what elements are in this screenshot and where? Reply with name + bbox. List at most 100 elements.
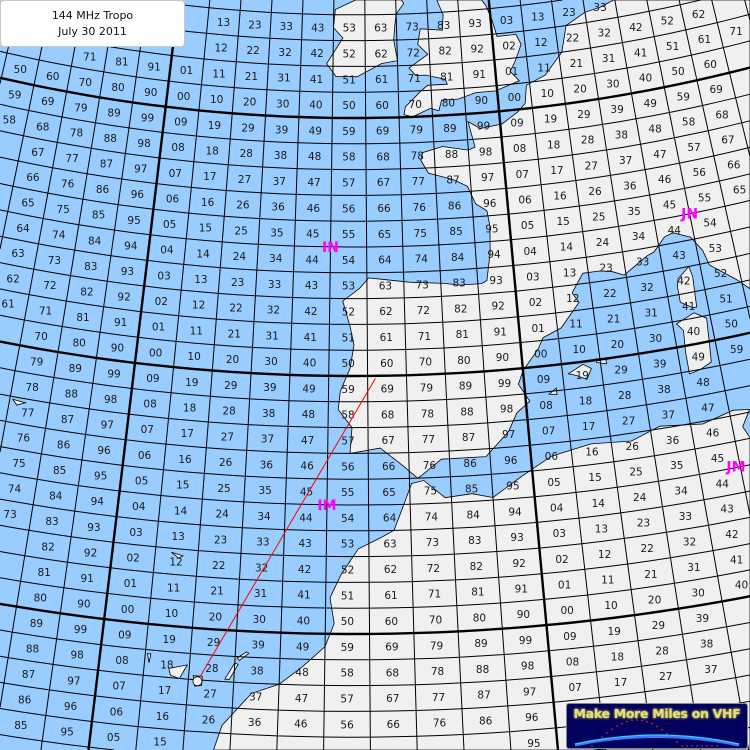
grid-square-label: 98 bbox=[500, 404, 513, 416]
grid-square-label: 97 bbox=[67, 675, 80, 687]
grid-square-label: 11 bbox=[167, 582, 180, 594]
grid-square-label: 94 bbox=[124, 240, 138, 252]
grid-square-label: 12 bbox=[192, 300, 205, 312]
square-parallel-line bbox=[0, 490, 750, 532]
grid-square-label: 00 bbox=[508, 92, 521, 104]
grid-square-label: 54 bbox=[703, 218, 717, 230]
grid-square-label: 71 bbox=[39, 306, 52, 318]
square-meridian-line bbox=[550, 0, 654, 750]
grid-square-label: 78 bbox=[70, 128, 83, 140]
grid-square-label: 57 bbox=[342, 178, 355, 190]
grid-square-label: 06 bbox=[138, 450, 152, 462]
grid-square-label: 36 bbox=[271, 202, 285, 214]
grid-square-label: 40 bbox=[309, 100, 322, 112]
grid-square-label: 85 bbox=[465, 484, 478, 496]
grid-square-label: 64 bbox=[383, 513, 397, 525]
grid-square-label: 13 bbox=[595, 523, 608, 535]
grid-square-label: 43 bbox=[672, 250, 685, 262]
grid-square-label: 30 bbox=[264, 356, 277, 368]
grid-square-label: 64 bbox=[378, 255, 392, 267]
square-meridian-line bbox=[426, 0, 465, 750]
land-layer bbox=[11, 0, 750, 750]
grid-square-label: 30 bbox=[253, 614, 266, 626]
grid-square-label: 18 bbox=[183, 403, 196, 415]
grid-square-label: 62 bbox=[379, 306, 392, 318]
field-label-jm: JM bbox=[725, 460, 745, 476]
grid-square-label: 33 bbox=[636, 257, 649, 269]
grid-square-label: 62 bbox=[6, 273, 19, 285]
grid-square-label: 86 bbox=[479, 715, 493, 727]
grid-square-label: 18 bbox=[611, 651, 624, 663]
grid-square-label: 47 bbox=[301, 435, 314, 447]
grid-square-label: 98 bbox=[521, 661, 534, 673]
grid-square-label: 86 bbox=[448, 200, 462, 212]
grid-square-label: 17 bbox=[203, 171, 216, 183]
grid-square-label: 02 bbox=[502, 41, 515, 53]
grid-square-label: 26 bbox=[236, 200, 250, 212]
grid-square-label: 12 bbox=[169, 557, 182, 569]
grid-square-label: 08 bbox=[566, 657, 579, 669]
grid-square-label: 06 bbox=[110, 706, 124, 718]
land-la-palma bbox=[147, 653, 152, 663]
grid-square-label: 99 bbox=[107, 368, 120, 380]
grid-square-label: 71 bbox=[418, 331, 431, 343]
grid-square-label: 87 bbox=[22, 669, 35, 681]
logo-dot bbox=[661, 728, 663, 731]
grid-square-label: 78 bbox=[421, 408, 434, 420]
grid-square-label: 47 bbox=[701, 402, 714, 414]
grid-square-label: 51 bbox=[341, 590, 354, 602]
grid-square-label: 38 bbox=[615, 129, 628, 141]
grid-square-label: 82 bbox=[80, 286, 93, 298]
grid-square-label: 97 bbox=[134, 164, 147, 176]
grid-square-label: 30 bbox=[606, 79, 619, 91]
grid-square-label: 36 bbox=[623, 180, 637, 192]
grid-square-label: 96 bbox=[131, 189, 145, 201]
square-meridian-line bbox=[0, 0, 116, 708]
grid-square-label: 63 bbox=[383, 538, 396, 550]
grid-square-label: 47 bbox=[307, 177, 320, 189]
field-label-im: IM bbox=[317, 498, 336, 514]
square-meridian-line bbox=[519, 0, 606, 750]
grid-square-label: 09 bbox=[174, 117, 187, 129]
grid-square-label: 20 bbox=[209, 612, 222, 624]
grid-square-label: 61 bbox=[1, 299, 14, 311]
field-label-jn: JN bbox=[680, 207, 698, 223]
grid-square-label: 28 bbox=[655, 645, 668, 657]
land-mallorca bbox=[567, 363, 592, 380]
grid-square-label: 40 bbox=[735, 580, 748, 592]
grid-square-label: 70 bbox=[79, 77, 92, 89]
grid-square-label: 26 bbox=[202, 715, 216, 727]
square-meridian-line bbox=[229, 0, 273, 750]
grid-square-label: 47 bbox=[653, 149, 666, 161]
grid-square-label: 58 bbox=[3, 115, 16, 127]
grid-square-label: 77 bbox=[422, 434, 435, 446]
grid-square-label: 42 bbox=[629, 22, 642, 34]
logo-dot bbox=[701, 745, 703, 747]
square-parallel-line bbox=[0, 279, 750, 325]
grid-square-label: 01 bbox=[180, 65, 193, 77]
grid-square-label: 05 bbox=[107, 732, 120, 744]
grid-square-label: 36 bbox=[248, 717, 262, 729]
grid-square-label: 24 bbox=[633, 492, 647, 504]
map-title-box: 144 MHz Tropo July 30 2011 bbox=[0, 0, 185, 47]
grid-square-label: 24 bbox=[233, 251, 247, 263]
grid-square-label: 10 bbox=[573, 344, 586, 356]
grid-square-label: 99 bbox=[74, 624, 87, 636]
grid-square-label: 00 bbox=[121, 604, 134, 616]
grid-square-label: 40 bbox=[687, 326, 700, 338]
grid-square-label: 21 bbox=[245, 71, 258, 83]
grid-square-label: 51 bbox=[666, 41, 679, 53]
grid-square-label: 19 bbox=[208, 120, 221, 132]
map-date: July 30 2011 bbox=[58, 24, 127, 38]
grid-square-label: 49 bbox=[309, 125, 322, 137]
grid-square-label: 70 bbox=[419, 357, 432, 369]
grid-square-label: 49 bbox=[302, 383, 315, 395]
grid-square-label: 50 bbox=[342, 100, 355, 112]
grid-square-label: 06 bbox=[545, 451, 559, 463]
grid-square-label: 98 bbox=[137, 138, 150, 150]
logo-dot bbox=[666, 732, 668, 735]
square-parallel-line bbox=[0, 622, 750, 661]
grid-square-label: 95 bbox=[127, 215, 140, 227]
grid-square-label: 34 bbox=[632, 231, 646, 243]
